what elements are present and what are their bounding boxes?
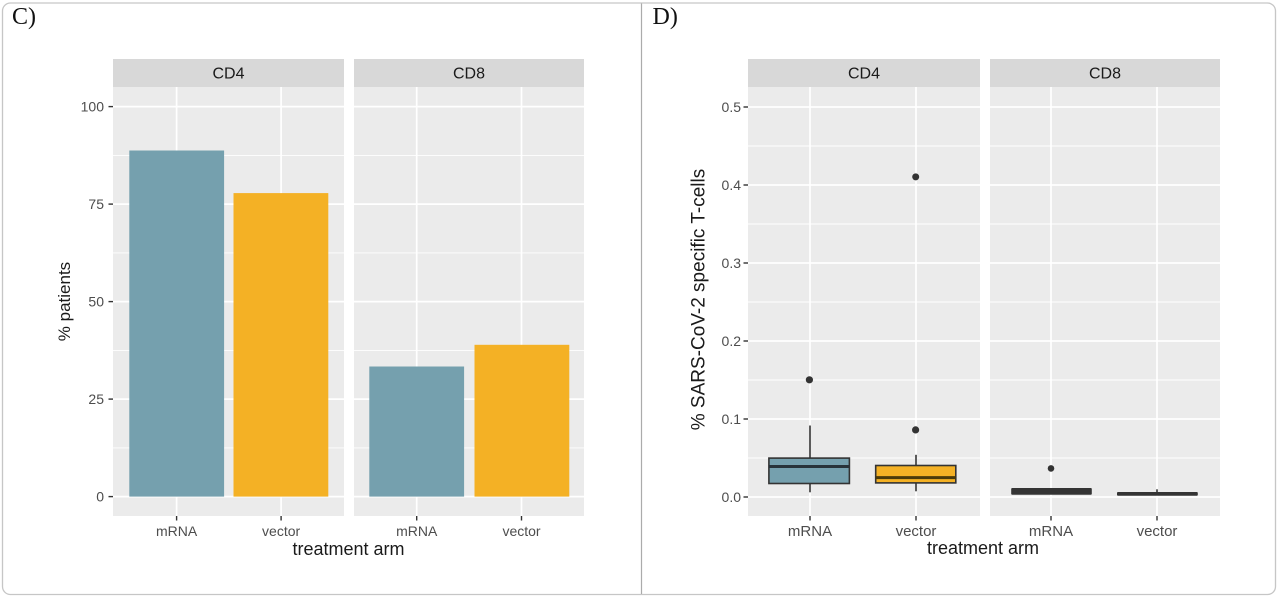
svg-text:0.0: 0.0 [722, 489, 742, 505]
svg-text:vector: vector [1137, 523, 1178, 540]
svg-text:0: 0 [96, 489, 104, 505]
svg-text:0.2: 0.2 [722, 333, 742, 349]
svg-text:vector: vector [896, 523, 937, 540]
svg-text:CD8: CD8 [1089, 66, 1121, 83]
svg-text:mRNA: mRNA [1029, 523, 1073, 540]
svg-text:mRNA: mRNA [156, 523, 198, 539]
svg-text:D): D) [653, 4, 678, 30]
svg-text:CD4: CD4 [848, 66, 880, 83]
svg-text:CD8: CD8 [453, 66, 485, 83]
svg-text:CD4: CD4 [212, 66, 244, 83]
svg-text:mRNA: mRNA [396, 523, 438, 539]
svg-text:mRNA: mRNA [788, 523, 832, 540]
svg-text:treatment arm: treatment arm [292, 539, 404, 559]
svg-text:25: 25 [88, 391, 104, 407]
svg-text:50: 50 [88, 294, 104, 310]
svg-text:100: 100 [81, 99, 105, 115]
svg-text:% patients: % patients [55, 262, 74, 341]
svg-text:C): C) [12, 4, 36, 30]
svg-text:75: 75 [88, 196, 104, 212]
svg-text:treatment arm: treatment arm [927, 538, 1039, 558]
svg-text:0.4: 0.4 [722, 177, 742, 193]
svg-text:0.1: 0.1 [722, 411, 742, 427]
svg-text:vector: vector [262, 523, 300, 539]
svg-text:0.5: 0.5 [722, 99, 742, 115]
svg-text:% SARS-CoV-2 specific T-cells: % SARS-CoV-2 specific T-cells [689, 169, 710, 431]
svg-text:vector: vector [502, 523, 540, 539]
svg-text:0.3: 0.3 [722, 255, 742, 271]
